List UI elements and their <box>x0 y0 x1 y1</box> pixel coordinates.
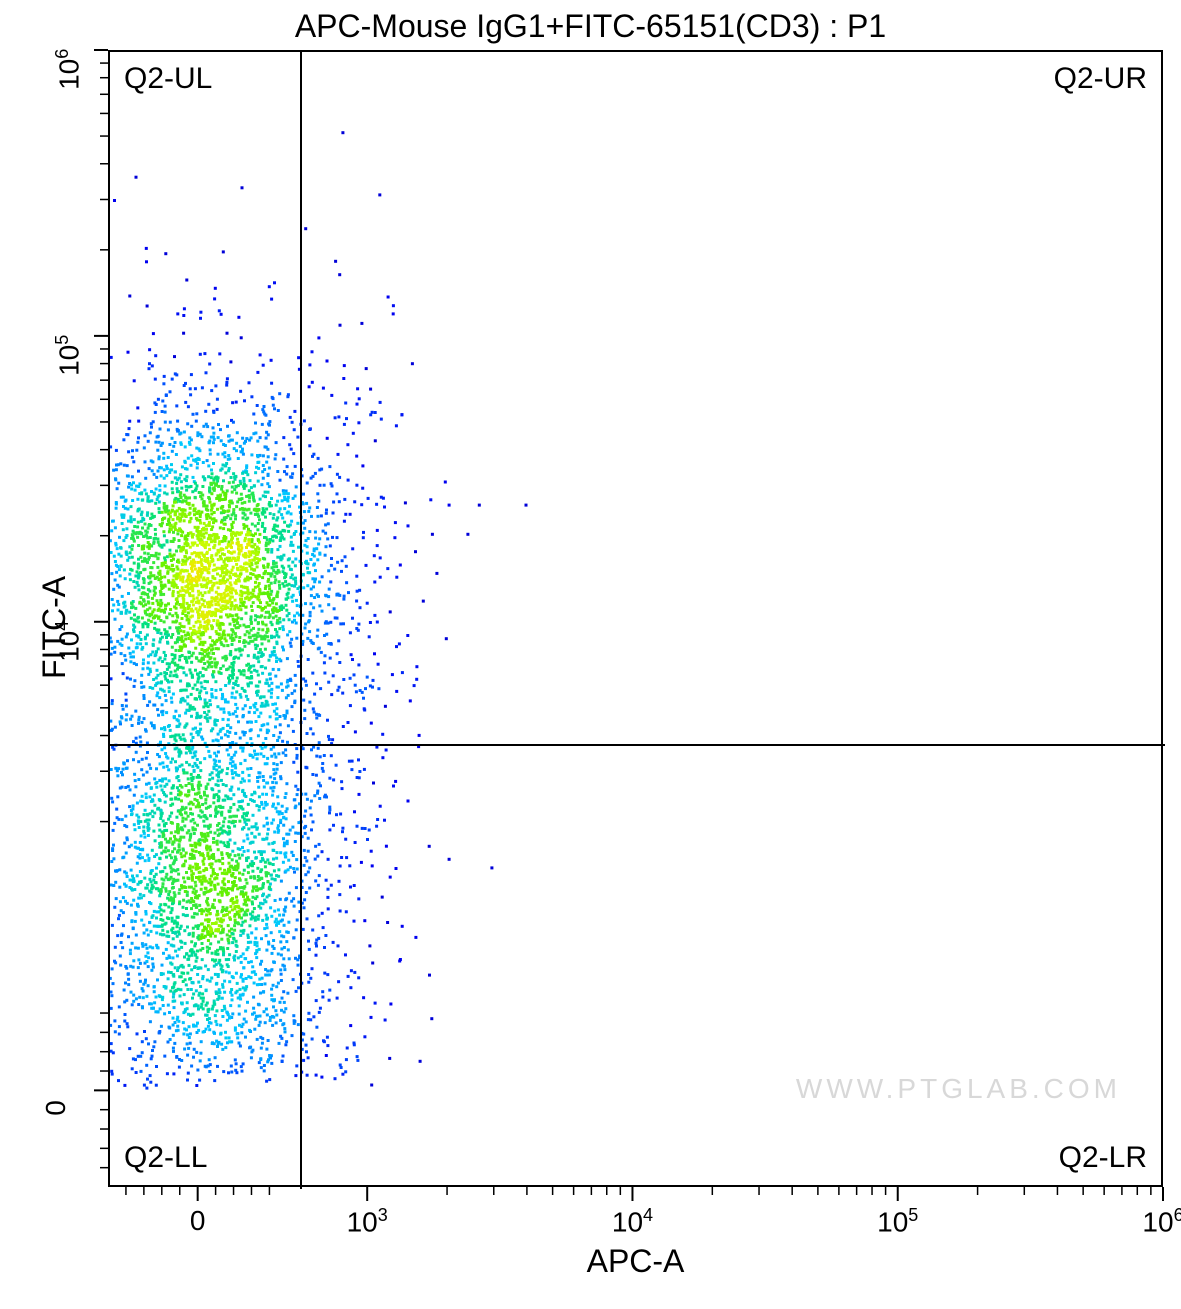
y-tick-label: 0 <box>40 1101 72 1117</box>
x-tick-label: 106 <box>1142 1205 1181 1238</box>
watermark: WWW.PTGLAB.COM <box>796 1073 1121 1105</box>
x-tick-label: 103 <box>347 1205 388 1238</box>
x-tick-label: 104 <box>612 1205 653 1238</box>
quadrant-label-ul: Q2-UL <box>124 62 212 96</box>
scatter-points <box>110 52 1165 1189</box>
quadrant-label-lr: Q2-LR <box>1059 1141 1147 1175</box>
quadrant-label-ll: Q2-LL <box>124 1141 207 1175</box>
x-axis-label: APC-A <box>108 1243 1163 1280</box>
quadrant-label-ur: Q2-UR <box>1054 62 1147 96</box>
quadrant-horizontal-line <box>110 744 1165 746</box>
y-tick-label: 106 <box>52 49 85 90</box>
x-tick-label: 0 <box>190 1205 206 1237</box>
quadrant-vertical-line <box>300 52 302 1189</box>
y-axis-label: FITC-A <box>36 575 73 678</box>
flow-cytometry-chart: APC-Mouse IgG1+FITC-65151(CD3) : P1 Q2-U… <box>0 0 1181 1309</box>
plot-area: Q2-UL Q2-UR Q2-LL Q2-LR WWW.PTGLAB.COM <box>108 50 1163 1187</box>
chart-title: APC-Mouse IgG1+FITC-65151(CD3) : P1 <box>0 8 1181 45</box>
y-tick-label: 105 <box>52 335 85 376</box>
x-tick-label: 105 <box>877 1205 918 1238</box>
y-axis-ticks <box>78 50 108 1189</box>
